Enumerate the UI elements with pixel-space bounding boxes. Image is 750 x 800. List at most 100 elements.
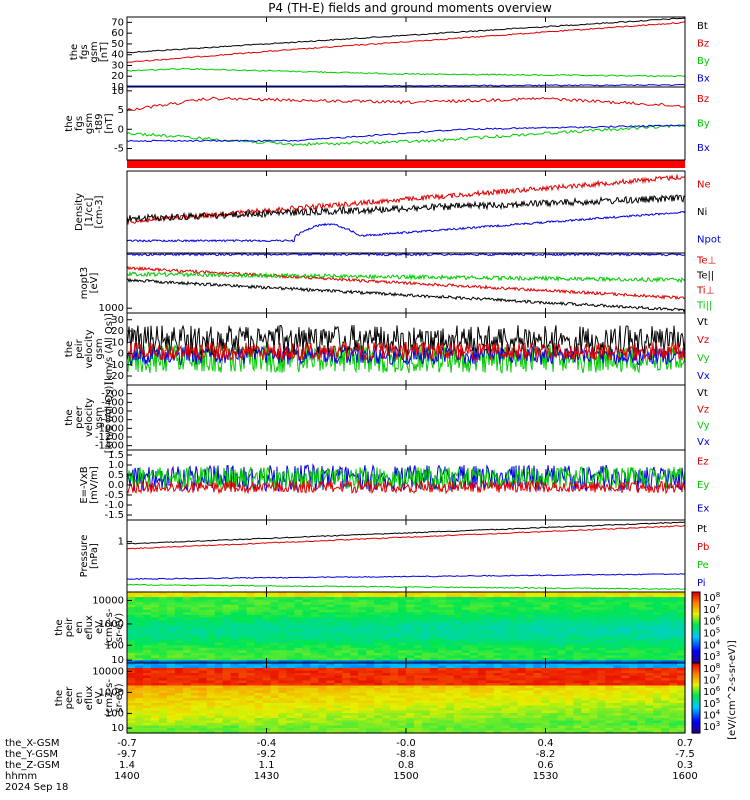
spectrogram-cell — [509, 713, 519, 717]
spectrogram-cell — [190, 650, 200, 654]
spectrogram-cell — [581, 710, 590, 714]
spectrogram-cell — [318, 637, 327, 641]
series-line-Bz — [126, 21, 686, 64]
spectrogram-cell — [589, 597, 598, 601]
spectrogram-cell — [461, 720, 471, 724]
spectrogram-cell — [302, 730, 311, 734]
spectrogram-cell — [613, 703, 622, 707]
spectrogram-cell — [358, 728, 367, 732]
spectrogram-cell — [677, 637, 686, 641]
spectrogram-cell — [445, 624, 455, 629]
spectrogram-cell — [366, 624, 375, 629]
spectrogram-cell — [661, 647, 670, 651]
spectrogram-cell — [605, 617, 614, 621]
spectrogram-cell — [413, 655, 423, 659]
spectrogram-cell — [493, 599, 503, 603]
spectrogram-cell — [294, 630, 303, 634]
spectrogram-cell — [493, 609, 503, 613]
spectrogram-cell — [645, 612, 654, 616]
y-tick-label: -600 — [101, 406, 124, 417]
spectrogram-cell — [677, 710, 686, 714]
spectrogram-cell — [565, 645, 574, 649]
spectrogram-cell — [366, 695, 375, 699]
spectrogram-cell — [557, 728, 567, 732]
y-axis-label: the — [64, 341, 75, 357]
legend-Bz: Bz — [697, 38, 709, 49]
spectrogram-cell — [557, 675, 567, 679]
spectrogram-cell — [661, 622, 670, 626]
spectrogram-cell — [493, 675, 503, 679]
spectrogram-cell — [413, 614, 423, 618]
spectrogram-cell — [326, 713, 335, 717]
spectrogram-cell — [493, 683, 503, 687]
spectrogram-cell — [334, 695, 343, 699]
spectrogram-cell — [406, 675, 415, 679]
spectrogram-cell — [621, 718, 630, 722]
spectrogram-cell — [605, 602, 614, 606]
spectrogram-cell — [581, 612, 590, 616]
spectrogram-cell — [637, 612, 646, 616]
spectrogram-cell — [477, 715, 487, 719]
spectrogram-cell — [318, 602, 327, 606]
spectrogram-cell — [278, 685, 288, 689]
spectrogram-cell — [533, 700, 543, 704]
spectrogram-cell — [318, 678, 327, 682]
colorbar-cell — [692, 650, 700, 653]
spectrogram-cell — [605, 632, 614, 636]
spectrogram-cell — [613, 635, 622, 639]
spectrogram-cell — [461, 652, 471, 656]
spectrogram-cell — [254, 720, 264, 724]
series-line-By — [126, 67, 686, 78]
spectrogram-cell — [230, 657, 240, 662]
spectrogram-cell — [318, 728, 327, 732]
spectrogram-cell — [581, 657, 590, 662]
spectrogram-cell — [406, 627, 415, 631]
spectrogram-cell — [406, 640, 415, 644]
spectrogram-cell — [150, 627, 160, 631]
spectrogram-cell — [198, 594, 208, 598]
spectrogram-cell — [573, 640, 582, 644]
spectrogram-cell — [573, 650, 582, 654]
spectrogram-cell — [629, 665, 638, 669]
spectrogram-cell — [509, 698, 519, 702]
spectrogram-cell — [461, 673, 471, 677]
colorbar-cell — [692, 713, 700, 717]
spectrogram-cell — [549, 650, 559, 654]
spectrogram-cell — [445, 614, 455, 618]
spectrogram-cell — [150, 632, 160, 636]
spectrogram-cell — [429, 652, 439, 656]
spectrogram-cell — [413, 609, 423, 613]
spectrogram-cell — [517, 612, 527, 616]
spectrogram-cell — [525, 630, 535, 634]
spectrogram-cell — [589, 604, 598, 608]
spectrogram-cell — [262, 703, 272, 707]
spectrogram-cell — [525, 650, 535, 654]
spectrogram-cell — [198, 632, 208, 636]
spectrogram-cell — [421, 673, 431, 677]
colorbar-cell — [692, 606, 700, 609]
spectrogram-cell — [573, 708, 582, 712]
spectrogram-cell — [174, 680, 184, 684]
spectrogram-cell — [533, 592, 543, 596]
spectrogram-cell — [158, 657, 168, 662]
spectrogram-cell — [605, 599, 614, 603]
spectrogram-cell — [382, 685, 391, 689]
spectrogram-cell — [190, 705, 200, 709]
spectrogram-cell — [669, 703, 678, 707]
spectrogram-cell — [549, 710, 559, 714]
spectrogram-cell — [485, 627, 495, 631]
spectrogram-cell — [669, 695, 678, 699]
spectrogram-cell — [262, 612, 272, 616]
spectrogram-cell — [429, 592, 439, 596]
spectrogram-cell — [190, 602, 200, 606]
spectrogram-cell — [294, 665, 303, 669]
spectrogram-cell — [469, 675, 479, 679]
spectrogram-cell — [334, 683, 343, 687]
y-tick-label: 10 — [111, 723, 124, 734]
spectrogram-cell — [453, 602, 463, 606]
spectrogram-cell — [525, 647, 535, 651]
spectrogram-cell — [453, 665, 463, 669]
spectrogram-cell — [501, 678, 511, 682]
spectrogram-cell — [270, 668, 280, 672]
spectrogram-cell — [230, 645, 240, 649]
